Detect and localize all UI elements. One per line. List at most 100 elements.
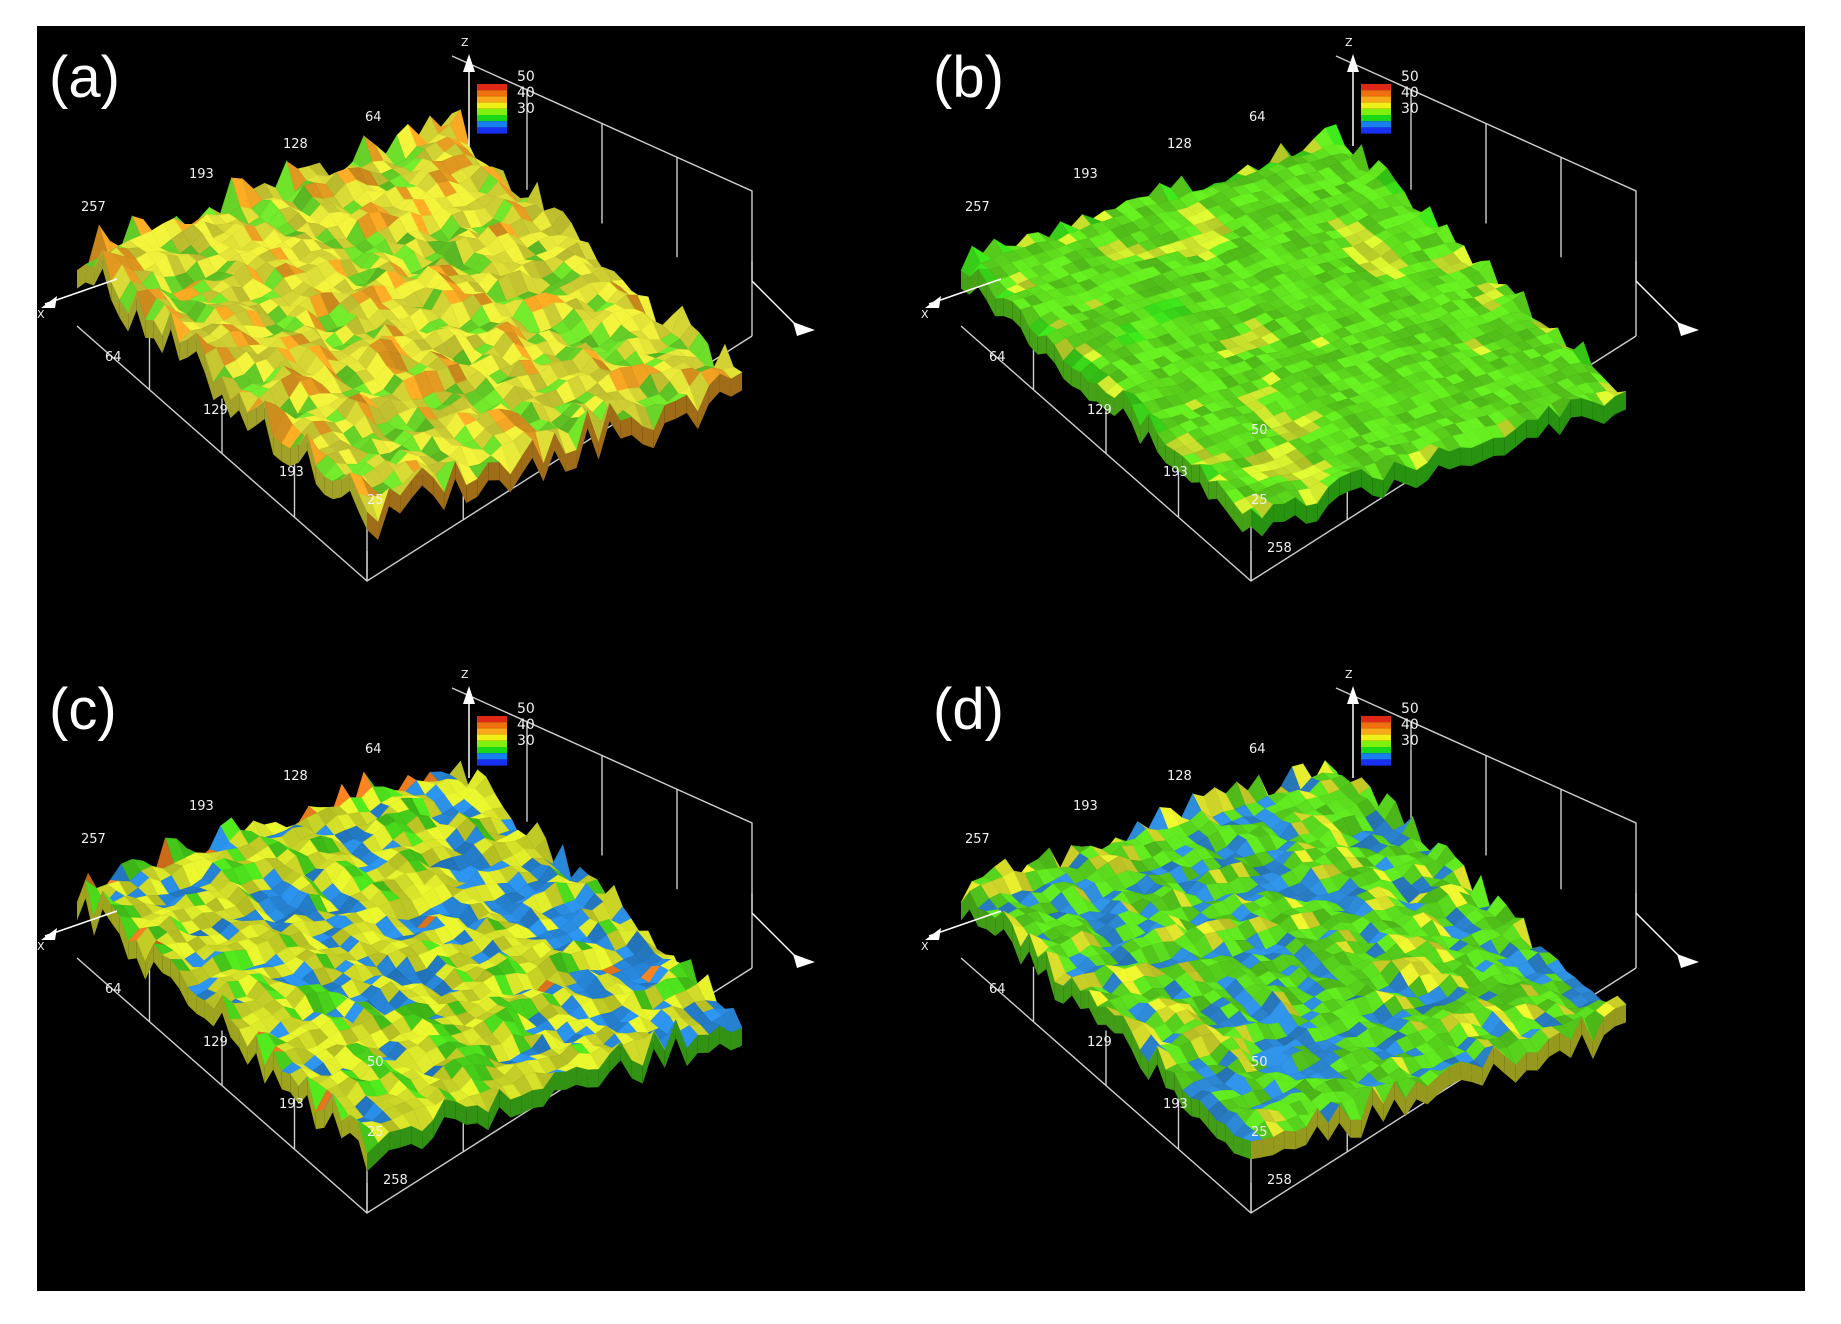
x-tick-label: 129 <box>1087 403 1112 418</box>
surface <box>76 760 743 1155</box>
skirt-face <box>1165 445 1175 469</box>
skirt-face <box>290 444 299 467</box>
skirt-face <box>1548 405 1560 436</box>
skirt-face <box>230 392 240 419</box>
colorbar-swatch <box>477 716 507 723</box>
skirt-face <box>510 456 522 493</box>
colorbar-tick-label: 40 <box>517 85 535 101</box>
skirt-face <box>1273 503 1285 523</box>
skirt-face <box>196 995 205 1019</box>
z-axis-arrow <box>1347 54 1359 72</box>
y-tick-label: 257 <box>81 200 106 215</box>
skirt-face <box>521 439 533 475</box>
skirt-face <box>400 480 412 514</box>
skirt-face <box>222 376 231 419</box>
skirt-face <box>256 400 265 426</box>
skirt-face <box>554 432 566 472</box>
colorbar-tick-label: 30 <box>517 101 535 117</box>
skirt-face <box>170 311 180 361</box>
skirt-face <box>543 1072 555 1107</box>
skirt-face <box>488 1089 500 1131</box>
grid-line <box>451 687 753 913</box>
colorbar-tick-label: 40 <box>517 717 535 733</box>
x-axis-arrow <box>925 296 941 308</box>
skirt-face <box>995 298 1004 317</box>
skirt-face <box>686 1035 698 1067</box>
grid-line <box>1335 55 1637 281</box>
skirt-face <box>1123 390 1132 423</box>
skirt-face <box>576 410 588 468</box>
x-tick-label: 129 <box>203 1035 228 1050</box>
z-tick-label: 50 <box>367 1055 384 1070</box>
skirt-face <box>631 1060 643 1084</box>
skirt-face <box>367 1143 379 1172</box>
skirt-face <box>273 1051 282 1090</box>
y-tick-label: 193 <box>189 799 214 814</box>
skirt-face <box>264 1051 274 1084</box>
skirt-face <box>1097 383 1106 411</box>
y-tick-label: 64 <box>1249 110 1266 125</box>
panel-a: (a) X Z 50 40 30 64 128 193 257 64 129 193 25 <box>37 26 921 658</box>
skirt-face <box>1515 419 1527 447</box>
colorbar-tick-label: 50 <box>517 701 535 717</box>
skirt-face <box>1581 398 1593 420</box>
skirt-face <box>961 270 970 295</box>
skirt-face <box>521 1090 533 1114</box>
skirt-face <box>697 1034 709 1054</box>
skirt-face <box>1394 461 1406 485</box>
skirt-face <box>642 426 654 449</box>
skirt-face <box>686 394 698 430</box>
skirt-face <box>1405 466 1417 489</box>
colorbar-swatch <box>477 759 507 766</box>
colorbar-swatch <box>1361 90 1391 97</box>
skirt-face <box>598 1054 610 1088</box>
x-tick-label: 25 <box>1251 493 1268 508</box>
z-axis-arrow <box>463 686 475 704</box>
skirt-face <box>455 1101 467 1125</box>
skirt-face <box>307 432 316 484</box>
skirt-face <box>477 1105 489 1131</box>
skirt-face <box>264 400 274 455</box>
skirt-face <box>1071 368 1081 391</box>
skirt-face <box>196 333 205 373</box>
skirt-face <box>730 1027 742 1051</box>
skirt-face <box>111 281 120 318</box>
y-tick-label: 128 <box>283 769 308 784</box>
panel-label: (d) <box>933 677 1004 742</box>
skirt-face <box>367 511 379 541</box>
skirt-face <box>576 1066 588 1088</box>
x-tick-label: 64 <box>105 982 122 997</box>
skirt-face <box>179 970 188 1006</box>
skirt-face <box>653 404 665 449</box>
y-tick-label: 193 <box>1073 167 1098 182</box>
colorbar-tick-label: 40 <box>1401 85 1419 101</box>
colorbar-swatch <box>1361 127 1391 134</box>
colorbar-swatch <box>477 753 507 760</box>
skirt-face <box>1570 398 1582 418</box>
skirt-face <box>378 1132 390 1162</box>
skirt-face <box>247 407 257 432</box>
skirt-face <box>499 1089 511 1118</box>
skirt-face <box>222 994 231 1038</box>
skirt-face <box>433 477 445 511</box>
skirt-face <box>444 1099 456 1120</box>
skirt-face <box>675 1020 687 1067</box>
colorbar-swatch <box>477 722 507 729</box>
axes: XZ <box>37 36 815 336</box>
skirt-face <box>1148 413 1158 452</box>
skirt-face <box>1114 390 1124 417</box>
skirt-face <box>332 1094 342 1139</box>
skirt-face <box>1339 472 1351 496</box>
skirt-face <box>1029 327 1038 355</box>
skirt-face <box>565 449 577 472</box>
skirt-face <box>315 1109 325 1130</box>
skirt-face <box>1504 428 1516 456</box>
x-axis-line <box>44 910 118 937</box>
skirt-face <box>119 299 129 332</box>
skirt-face <box>554 1071 566 1091</box>
y-axis-arrow <box>1677 322 1699 336</box>
